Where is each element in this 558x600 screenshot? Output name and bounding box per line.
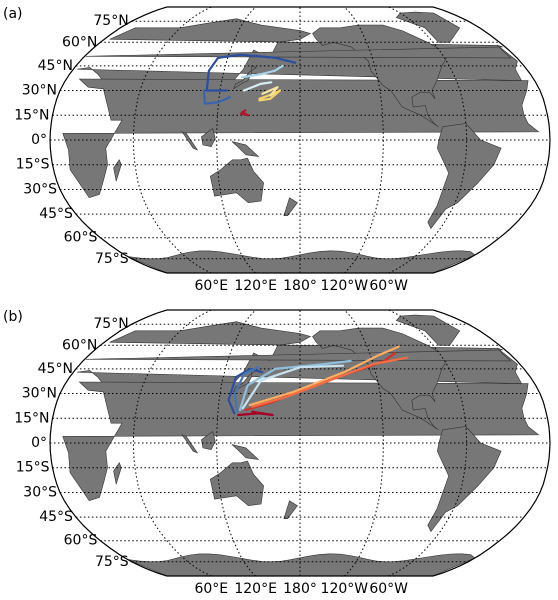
landmass [427,426,502,533]
longitude-label: 60°E [194,278,228,294]
landmass [113,159,122,182]
latitude-label: 15°N [14,107,49,123]
landmass [231,141,260,157]
longitude-label: 120°E [234,581,277,597]
latitude-label: 45°N [38,361,73,377]
landmass [181,434,199,454]
landmass [231,444,260,460]
trajectory [238,359,352,412]
landmass [283,197,298,216]
landmass [427,123,502,230]
longitude-label: 180° [283,581,317,597]
latitude-label: 45°S [39,509,73,525]
trajectory [205,53,297,92]
trajectory [202,89,231,105]
latitude-label: 60°N [62,34,97,50]
latitude-label: 45°S [39,206,73,222]
latitude-label: 75°N [93,316,128,332]
meridian [388,6,468,274]
panel-label: (b) [3,309,23,325]
trajectory [242,81,273,92]
trajectory [237,410,274,417]
trajectory [258,89,282,102]
latitude-label: 75°S [95,251,129,267]
latitude-label: 0° [31,132,47,148]
longitude-label: 120°W [321,581,369,597]
trajectory [241,364,345,410]
landmass [395,314,461,346]
trajectory [261,86,279,97]
longitude-label: 60°E [194,581,228,597]
landmass [209,460,264,507]
latitude-label: 75°S [95,554,129,570]
latitude-label: 30°S [23,181,57,197]
latitude-label: 0° [31,435,47,451]
landmass [127,553,476,577]
landmass [85,44,512,59]
latitude-label: 45°N [38,58,73,74]
map-panel: (b) 75°N 60°N 45°N 30°N 15°N 0° 15°S 30°S 45°S 60°… [3,309,551,597]
trajectory [251,356,408,408]
landmass [127,250,476,274]
trajectory [248,345,400,407]
latitude-label: 75°N [93,13,128,29]
landmass [113,462,122,485]
latitude-label: 15°S [16,460,50,476]
longitude-label: 120°E [234,278,277,294]
panel-label: (a) [3,6,23,22]
landmass [201,127,216,147]
landmass [181,131,199,151]
meridian [132,309,212,577]
map-border [49,6,551,274]
landmass [232,65,257,90]
meridian [132,6,212,274]
latitude-label: 30°N [22,386,57,402]
latitude-label: 15°N [14,410,49,426]
landmass [283,500,298,519]
latitude-label: 60°S [64,230,98,246]
map-panel: (a) 75°N 60°N 45°N 30°N 15°N 0° 15°S 30°S 45°S 60°… [3,6,551,294]
latitude-label: 60°N [62,337,97,353]
trajectory [240,64,284,79]
longitude-label: 120°W [321,278,369,294]
trajectory [239,109,249,117]
longitude-label: 60°W [369,581,408,597]
map-border [49,309,551,577]
landmass [209,157,264,204]
meridian [388,309,468,577]
trajectory [233,366,259,413]
longitude-label: 180° [283,278,317,294]
latitude-label: 30°S [23,484,57,500]
landmass [395,11,461,43]
latitude-label: 60°S [64,533,98,549]
landmass [201,430,216,450]
latitude-label: 15°S [16,157,50,173]
latitude-label: 30°N [22,83,57,99]
longitude-label: 60°W [369,278,408,294]
